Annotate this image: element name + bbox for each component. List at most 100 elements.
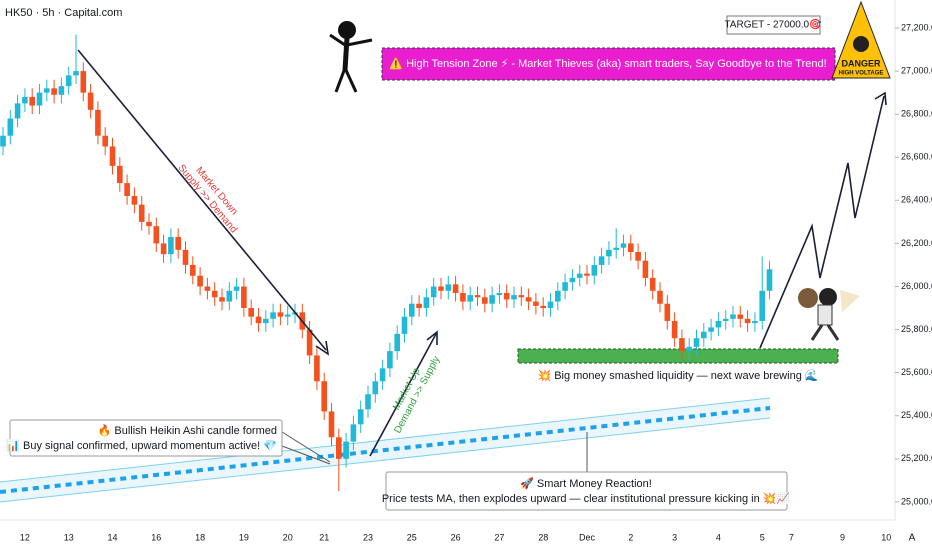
arrow-head bbox=[426, 330, 438, 345]
candle-body bbox=[452, 284, 459, 293]
candle-body bbox=[124, 183, 130, 197]
chart-title: HK50 · 5h · Capital.com bbox=[5, 7, 122, 19]
arrow-head bbox=[315, 340, 330, 356]
candle-body bbox=[138, 204, 145, 222]
candle-body bbox=[379, 368, 386, 382]
candle-body bbox=[321, 381, 327, 412]
x-tick-label: 26 bbox=[451, 532, 461, 542]
candle-body bbox=[547, 301, 554, 309]
candle-body bbox=[409, 303, 415, 317]
candle-body bbox=[22, 96, 28, 104]
candle-body bbox=[503, 292, 510, 300]
candle-body bbox=[168, 236, 174, 255]
candle-body bbox=[7, 118, 14, 136]
stickman-icon bbox=[329, 21, 373, 93]
candle-body bbox=[219, 297, 225, 302]
x-tick-label: 4 bbox=[716, 532, 721, 542]
candle-body bbox=[708, 327, 714, 332]
candle-body bbox=[160, 243, 167, 255]
candle-body bbox=[190, 264, 196, 276]
candle-body bbox=[584, 273, 590, 276]
x-tick-label: 28 bbox=[538, 532, 548, 542]
candle-body bbox=[95, 109, 101, 136]
candle-body bbox=[744, 318, 751, 324]
candle-body bbox=[635, 252, 641, 261]
x-tick-label: 7 bbox=[789, 532, 794, 542]
ma-band-edge bbox=[0, 417, 771, 503]
callout-connector bbox=[281, 431, 331, 463]
thief-icon bbox=[798, 288, 860, 341]
candle-body bbox=[496, 292, 503, 296]
candle-body bbox=[693, 338, 700, 347]
candle-body bbox=[701, 331, 707, 339]
candle-body bbox=[197, 275, 203, 287]
candle-body bbox=[211, 290, 218, 298]
x-tick-label: 27 bbox=[494, 532, 504, 542]
candle-body bbox=[445, 284, 452, 291]
y-tick-label: 26,200.0 bbox=[901, 238, 932, 248]
y-tick-label: 26,800.0 bbox=[901, 109, 932, 119]
tension-zone-label: ⚠️ High Tension Zone ⚡ - Market Thieves … bbox=[389, 57, 826, 70]
candle-body bbox=[766, 269, 773, 291]
x-tick-label: 5 bbox=[760, 532, 765, 542]
candle-body bbox=[29, 96, 35, 106]
candle-body bbox=[387, 351, 393, 369]
candle-body bbox=[416, 303, 422, 309]
candle-body bbox=[671, 320, 678, 339]
candle-body bbox=[628, 243, 634, 253]
x-tick-label: Dec bbox=[579, 532, 596, 542]
scale-button[interactable]: A bbox=[909, 533, 916, 544]
candle-body bbox=[372, 381, 379, 395]
candle-body bbox=[58, 86, 65, 95]
candle-body bbox=[752, 320, 758, 324]
candles bbox=[0, 34, 773, 492]
candle-body bbox=[263, 318, 269, 324]
x-tick-label: 20 bbox=[283, 532, 293, 542]
x-tick-label: 19 bbox=[239, 532, 249, 542]
candle-body bbox=[606, 249, 612, 257]
candle-body bbox=[620, 243, 627, 248]
candle-body bbox=[511, 295, 517, 300]
candle-body bbox=[350, 424, 357, 442]
candle-body bbox=[182, 249, 189, 265]
candle-body bbox=[679, 338, 685, 352]
liquidity-label: 💥 Big money smashed liquidity — next wav… bbox=[537, 369, 818, 382]
y-tick-label: 27,200.0 bbox=[901, 22, 932, 32]
candle-body bbox=[737, 314, 744, 319]
down-trend-line bbox=[77, 49, 327, 351]
candle-body bbox=[36, 92, 43, 106]
candle-body bbox=[474, 295, 481, 298]
candle-body bbox=[664, 303, 671, 321]
reaction-label: 🚀 Smart Money Reaction! bbox=[520, 477, 652, 490]
candle-body bbox=[204, 286, 211, 291]
candle-body bbox=[430, 286, 437, 298]
candle-body bbox=[759, 290, 765, 321]
candle-body bbox=[131, 196, 138, 205]
plot-area bbox=[0, 348, 839, 503]
candle-body bbox=[730, 314, 736, 319]
x-tick-label: 21 bbox=[319, 532, 329, 542]
candle-body bbox=[175, 236, 181, 250]
liquidity-zone bbox=[517, 348, 839, 364]
candle-body bbox=[525, 297, 532, 302]
candle-body bbox=[357, 409, 364, 425]
candle-body bbox=[591, 264, 598, 276]
candle-body bbox=[613, 247, 619, 250]
x-tick-label: 3 bbox=[672, 532, 677, 542]
candle-body bbox=[540, 305, 546, 309]
x-tick-label: 23 bbox=[363, 532, 373, 542]
danger-text: DANGER bbox=[841, 58, 881, 68]
candle-body bbox=[226, 290, 233, 302]
tension-zone bbox=[381, 47, 836, 81]
candle-body bbox=[460, 292, 466, 302]
candle-body bbox=[343, 441, 349, 459]
x-tick-label: 2 bbox=[628, 532, 633, 542]
candle-body bbox=[649, 277, 656, 291]
candle-body bbox=[722, 318, 729, 321]
target-box bbox=[726, 15, 821, 35]
y-tick-label: 25,600.0 bbox=[901, 367, 932, 377]
drawings bbox=[77, 49, 887, 472]
